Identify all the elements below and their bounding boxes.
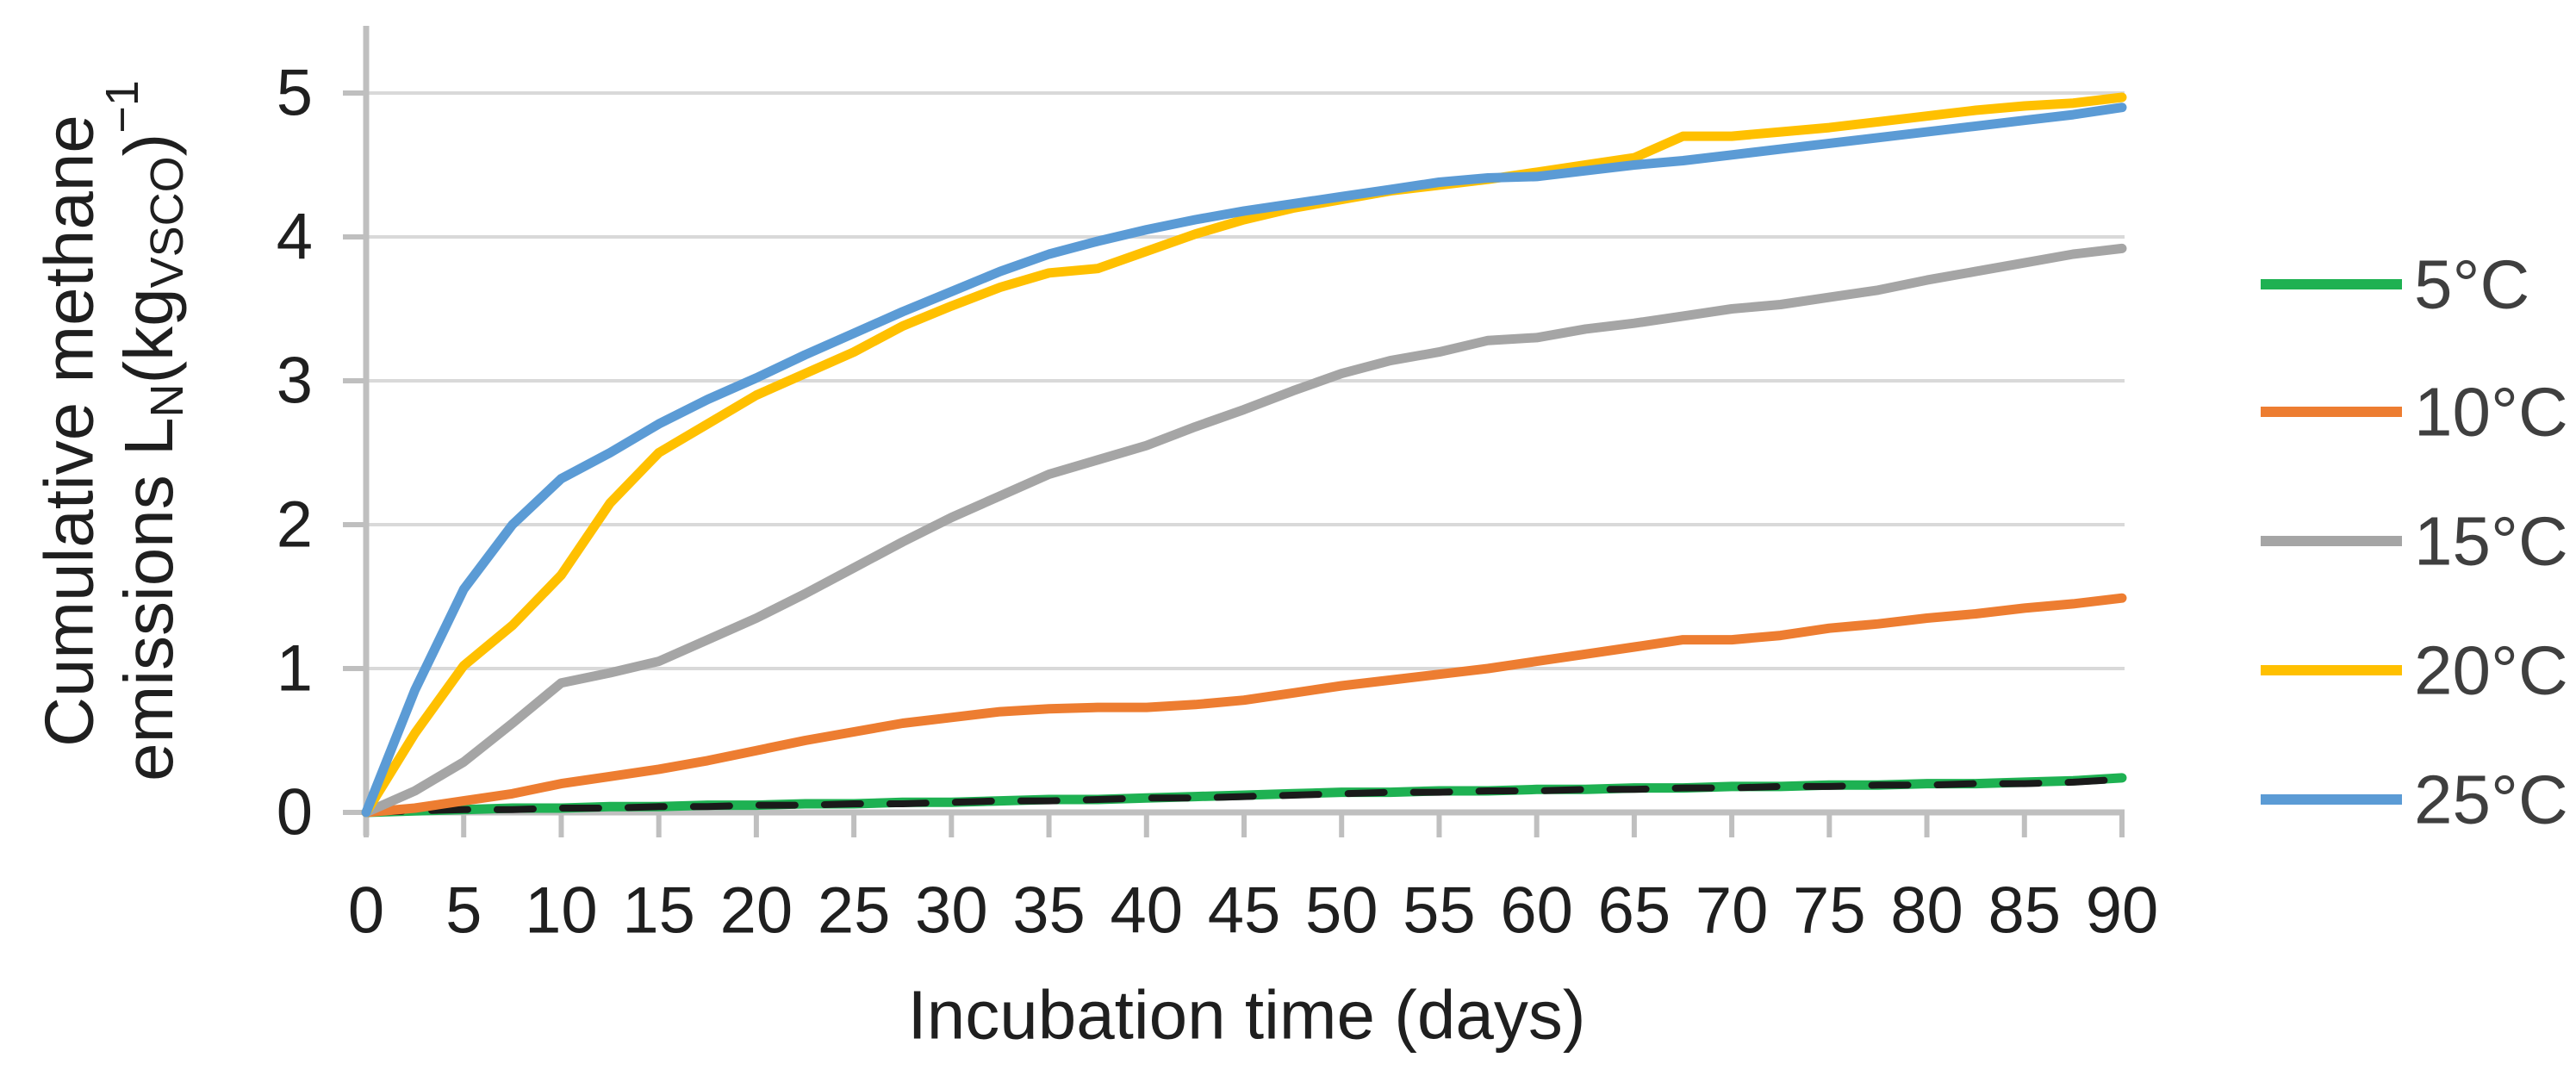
series-line-20c <box>361 92 2127 818</box>
legend-label: 20°C <box>2414 632 2568 709</box>
series-lines <box>361 92 2127 818</box>
x-tick-label-30: 30 <box>915 874 988 948</box>
x-tick-label-70: 70 <box>1696 874 1769 948</box>
x-tick-label-15: 15 <box>622 874 695 948</box>
x-tick-label-50: 50 <box>1305 874 1378 948</box>
x-tick-label-0: 0 <box>348 874 384 948</box>
y-tick-label-4: 4 <box>277 201 313 274</box>
y-tick-label-2: 2 <box>277 488 313 562</box>
y-tick-labels: 0 1 2 3 4 5 <box>277 57 313 849</box>
series-line-10c <box>361 593 2127 818</box>
x-tick-label-10: 10 <box>525 874 598 948</box>
x-tick-label-80: 80 <box>1890 874 1963 948</box>
axis-ticks <box>343 90 2125 837</box>
y-tick-label-0: 0 <box>277 776 313 849</box>
x-tick-label-5: 5 <box>445 874 482 948</box>
legend-item-25c: 25°C <box>2261 762 2568 838</box>
x-tick-label-65: 65 <box>1598 874 1671 948</box>
x-tick-label-55: 55 <box>1403 874 1476 948</box>
legend-item-20c: 20°C <box>2261 632 2568 709</box>
series-line-25c <box>361 103 2127 818</box>
gridlines <box>366 91 2125 670</box>
axes <box>363 26 2125 836</box>
series-line-5cdashedoverlay <box>363 775 2125 816</box>
legend-item-15c: 15°C <box>2261 503 2568 580</box>
legend: 5°C 10°C 15°C 20°C 25°C <box>2261 246 2568 838</box>
legend-item-5c: 5°C <box>2261 246 2529 323</box>
x-tick-label-25: 25 <box>818 874 891 948</box>
x-tick-label-60: 60 <box>1500 874 1573 948</box>
legend-label: 5°C <box>2414 246 2529 323</box>
x-tick-label-75: 75 <box>1793 874 1866 948</box>
x-tick-labels: 0 5 10 15 20 25 30 35 40 45 50 55 60 65 70 75 80 85 90 <box>348 874 2158 948</box>
legend-label: 10°C <box>2414 374 2568 451</box>
series-line-15c <box>361 243 2127 818</box>
x-axis-title: Incubation time (days) <box>907 977 1585 1054</box>
y-axis-title-line2: emissions LN​(kgVSCO​)−1​ <box>96 80 193 781</box>
legend-label: 15°C <box>2414 503 2568 580</box>
y-tick-label-3: 3 <box>277 345 313 418</box>
y-tick-label-5: 5 <box>277 57 313 130</box>
x-tick-label-35: 35 <box>1012 874 1086 948</box>
y-tick-label-1: 1 <box>277 632 313 706</box>
legend-label: 25°C <box>2414 762 2568 838</box>
x-tick-label-20: 20 <box>720 874 793 948</box>
x-tick-label-40: 40 <box>1111 874 1184 948</box>
x-tick-label-45: 45 <box>1208 874 1281 948</box>
legend-item-10c: 10°C <box>2261 374 2568 451</box>
y-axis-title-line1: Cumulative methane <box>31 115 108 747</box>
x-tick-label-90: 90 <box>2086 874 2159 948</box>
x-tick-label-85: 85 <box>1988 874 2062 948</box>
